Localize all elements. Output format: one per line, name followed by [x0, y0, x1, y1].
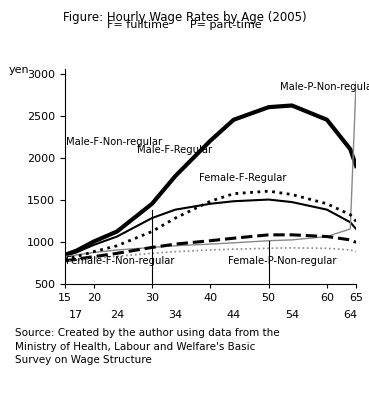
Y-axis label: yen: yen [9, 65, 30, 75]
Text: F= fulltime      P= part-time: F= fulltime P= part-time [107, 20, 262, 31]
Text: Male-F-Non-regular: Male-F-Non-regular [66, 137, 162, 146]
Text: Female-F-Non-regular: Female-F-Non-regular [66, 255, 175, 266]
Text: Male-F-Regular: Male-F-Regular [138, 145, 213, 155]
Text: Female-P-Non-regular: Female-P-Non-regular [228, 255, 336, 266]
Text: Figure: Hourly Wage Rates by Age (2005): Figure: Hourly Wage Rates by Age (2005) [63, 11, 306, 24]
Text: Male-P-Non-regular: Male-P-Non-regular [280, 82, 369, 92]
Text: Female-F-Regular: Female-F-Regular [199, 173, 286, 183]
Text: Source: Created by the author using data from the
Ministry of Health, Labour and: Source: Created by the author using data… [15, 328, 279, 365]
